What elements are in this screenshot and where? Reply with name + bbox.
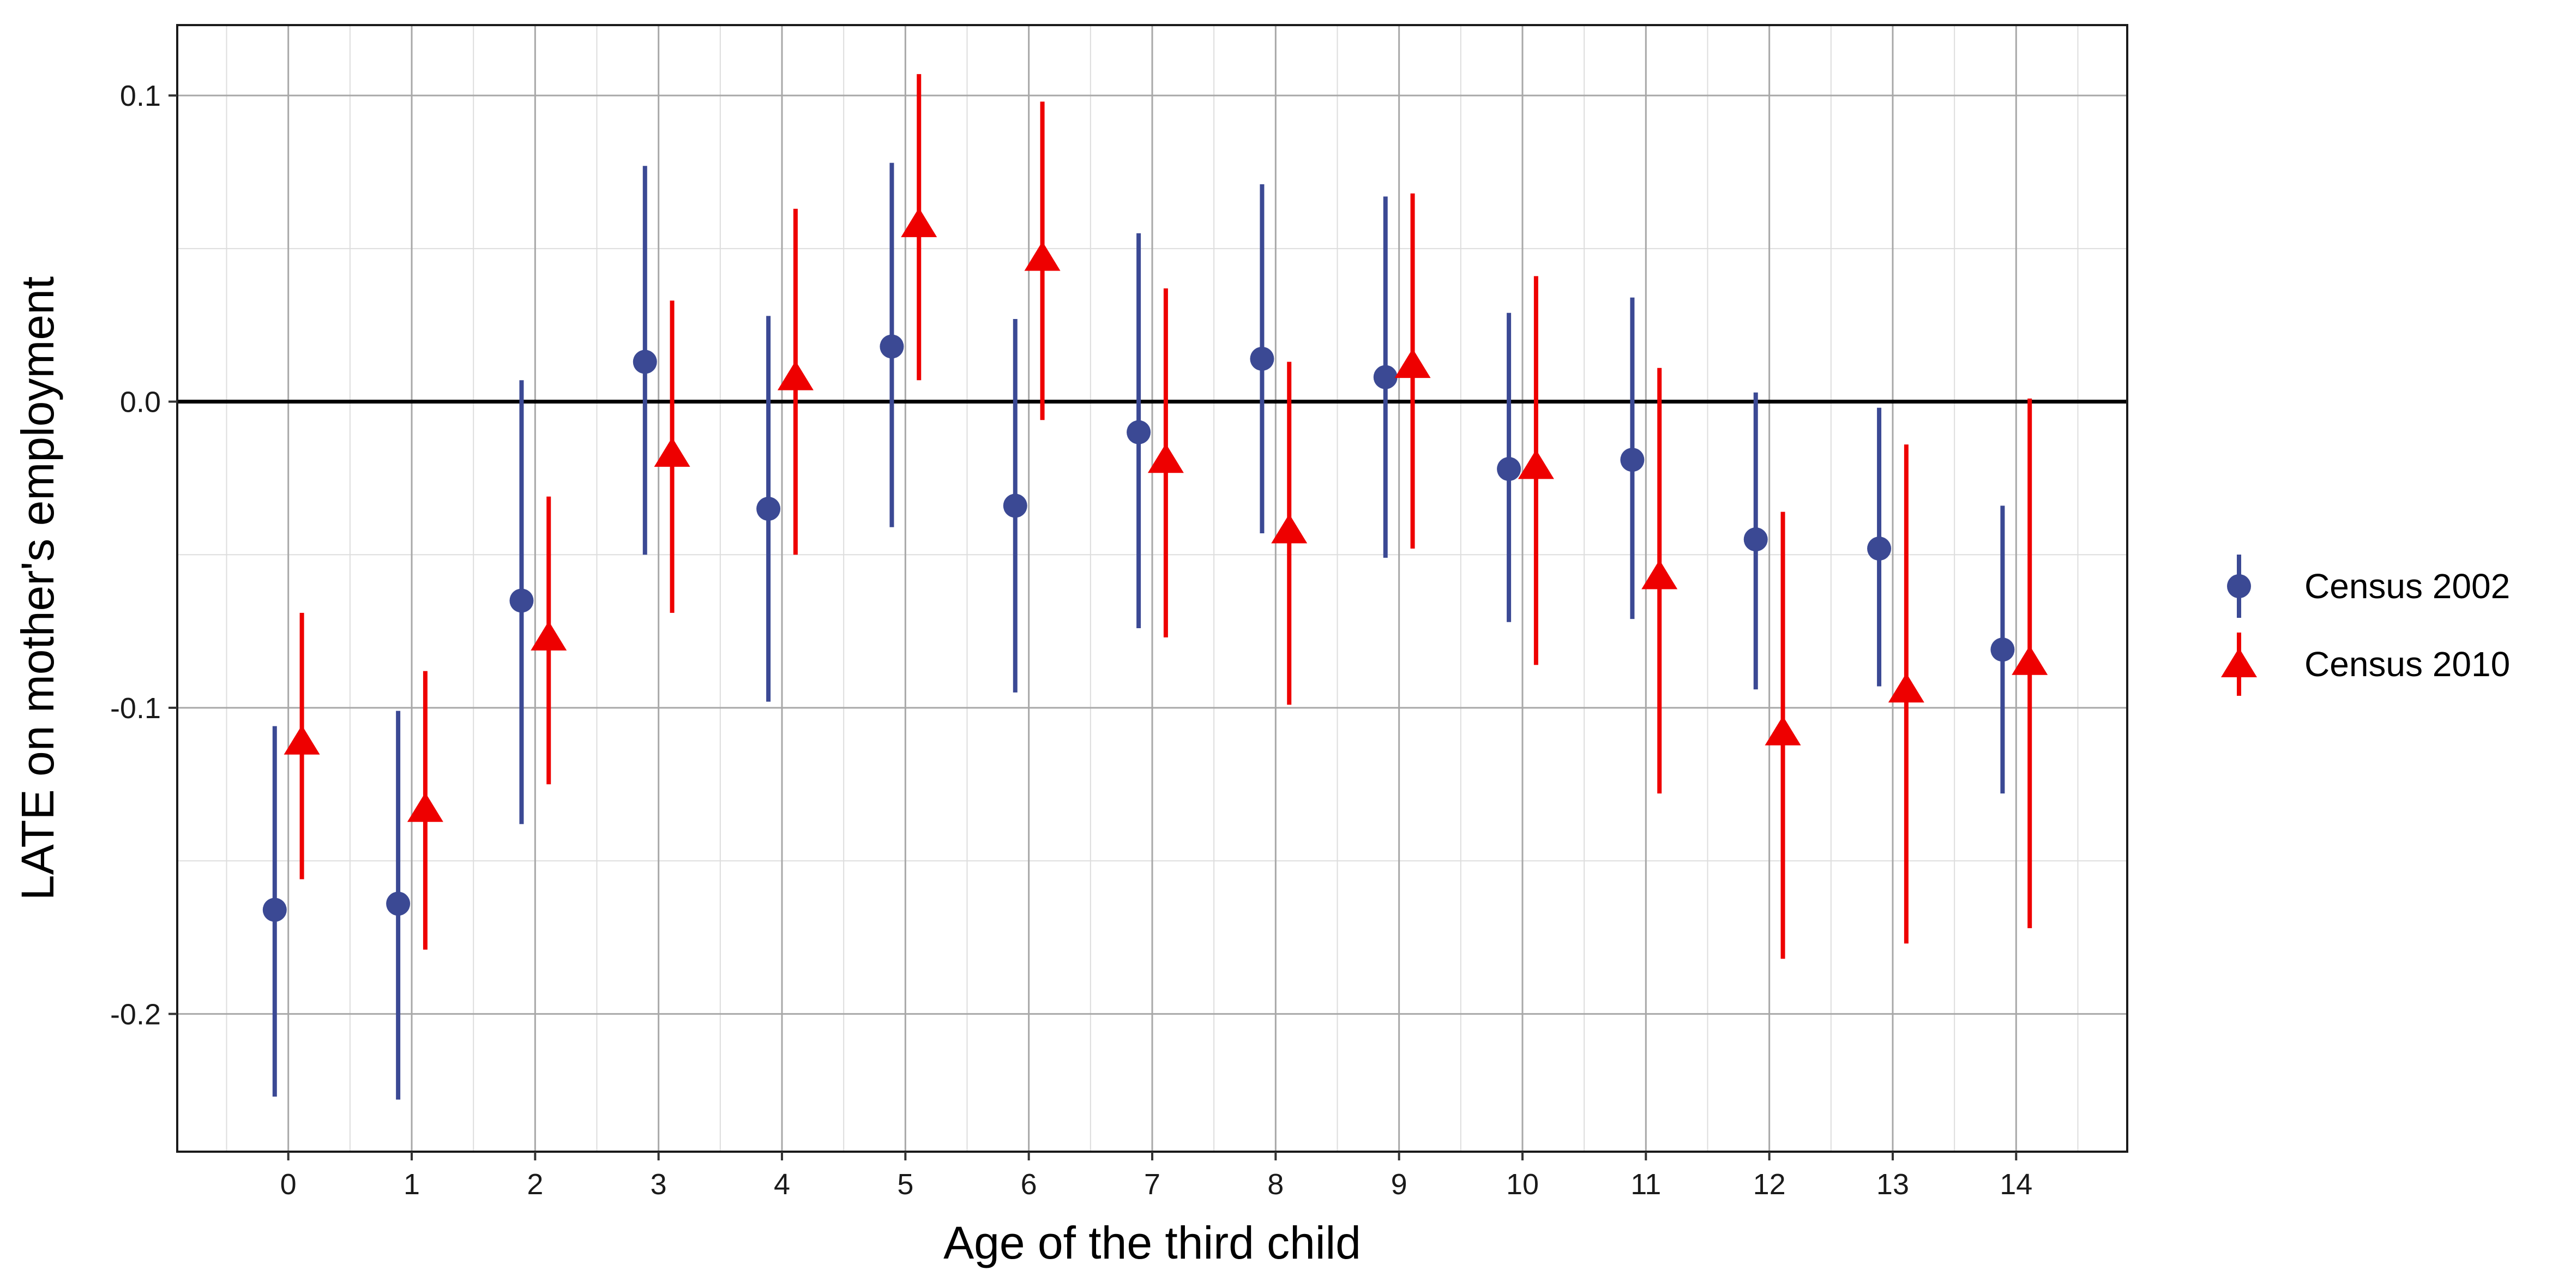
point-marker xyxy=(1373,365,1398,389)
legend-key-marker xyxy=(2221,648,2257,677)
point-marker xyxy=(880,334,904,359)
point-marker xyxy=(901,207,937,237)
legend-item: Census 2010 xyxy=(2221,633,2510,696)
point-marker xyxy=(777,360,814,390)
point-marker xyxy=(1394,348,1431,378)
point-marker xyxy=(262,898,287,922)
y-axis: 0.1 0.0 -0.1 -0.2 xyxy=(110,80,177,1031)
point-marker xyxy=(1888,673,1924,703)
point-marker xyxy=(1271,514,1308,544)
series-census-2010 xyxy=(284,74,2048,959)
x-tick-label: 9 xyxy=(1391,1168,1407,1201)
x-tick-label: 11 xyxy=(1630,1168,1661,1201)
point-marker xyxy=(633,350,657,374)
legend-key-marker xyxy=(2227,574,2251,598)
grid xyxy=(177,25,2127,1152)
x-tick-label: 1 xyxy=(404,1168,420,1201)
x-tick-label: 12 xyxy=(1753,1168,1786,1201)
point-marker xyxy=(1003,493,1027,518)
x-tick-label: 0 xyxy=(280,1168,297,1201)
x-tick-label: 6 xyxy=(1021,1168,1037,1201)
x-tick-label: 7 xyxy=(1144,1168,1160,1201)
y-tick-label: 0.1 xyxy=(120,80,161,112)
y-tick-label: 0.0 xyxy=(120,386,161,419)
point-marker xyxy=(1024,241,1061,271)
x-axis-title: Age of the third child xyxy=(943,1217,1361,1268)
x-tick-label: 13 xyxy=(1876,1168,1909,1201)
x-tick-label: 14 xyxy=(2000,1168,2032,1201)
point-marker xyxy=(1127,420,1151,444)
x-tick-label: 5 xyxy=(897,1168,913,1201)
series-layer xyxy=(262,74,2048,1100)
x-tick-label: 8 xyxy=(1267,1168,1284,1201)
x-axis: 0 1 2 3 4 5 6 7 8 9 10 11 12 13 14 xyxy=(280,1152,2032,1201)
x-tick-label: 10 xyxy=(1506,1168,1539,1201)
point-marker xyxy=(1147,443,1184,473)
point-marker xyxy=(1765,715,1801,745)
point-marker xyxy=(654,437,690,467)
point-marker xyxy=(509,588,534,613)
y-tick-label: -0.1 xyxy=(110,692,161,725)
point-marker xyxy=(1250,346,1274,371)
series-census-2002 xyxy=(262,162,2015,1100)
point-marker xyxy=(1743,527,1768,552)
point-marker xyxy=(1641,559,1678,589)
legend: Census 2002 Census 2010 xyxy=(2221,555,2510,696)
point-marker xyxy=(2012,645,2048,675)
point-marker xyxy=(1990,637,2015,662)
x-tick-label: 2 xyxy=(527,1168,543,1201)
x-tick-label: 4 xyxy=(774,1168,790,1201)
y-axis-title: LATE on mother's employment xyxy=(12,276,63,900)
point-marker xyxy=(1867,537,1892,561)
point-marker xyxy=(531,621,567,651)
point-marker xyxy=(1620,448,1645,472)
y-tick-label: -0.2 xyxy=(110,998,161,1031)
legend-item: Census 2002 xyxy=(2227,555,2510,618)
legend-label: Census 2010 xyxy=(2304,645,2510,684)
point-marker xyxy=(1497,457,1521,482)
point-marker xyxy=(407,792,443,822)
legend-label: Census 2002 xyxy=(2304,567,2510,606)
point-marker xyxy=(386,892,411,916)
point-marker xyxy=(756,497,781,521)
point-marker xyxy=(1518,449,1554,479)
point-marker xyxy=(284,725,320,755)
x-tick-label: 3 xyxy=(651,1168,667,1201)
